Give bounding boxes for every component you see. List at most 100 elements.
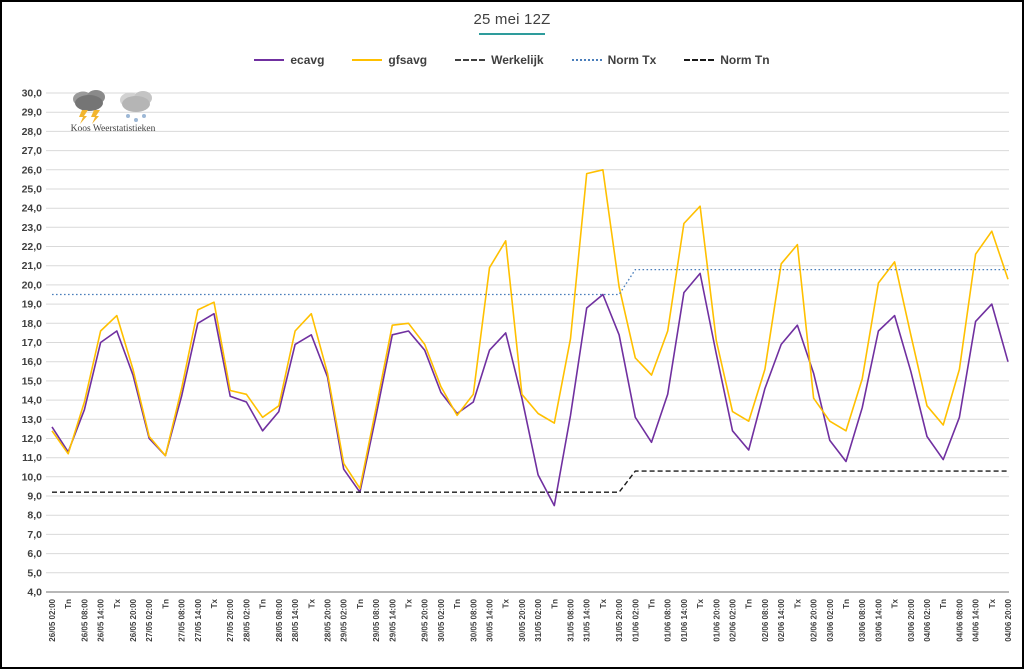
- series-ecavg: [51, 272, 1009, 507]
- storm-cloud-icon: [72, 90, 105, 124]
- y-axis-label: 28,0: [22, 126, 43, 138]
- y-axis-label: 12,0: [22, 433, 43, 445]
- legend-item-werkelijk: Werkelijk: [455, 53, 544, 67]
- y-axis-label: 17,0: [22, 337, 43, 349]
- x-axis-label: 29/05 14:00: [388, 598, 397, 641]
- x-axis-label: Tn: [259, 599, 268, 609]
- x-axis-label: 04/06 08:00: [955, 598, 964, 641]
- x-axis-label: Tx: [988, 598, 997, 608]
- x-axis-label: 30/05 02:00: [437, 598, 446, 641]
- legend-line-sample: [684, 59, 715, 61]
- x-axis-label: 30/05 20:00: [518, 598, 527, 641]
- y-axis-label: 22,0: [22, 241, 43, 253]
- x-axis-label: Tx: [113, 598, 122, 608]
- y-axis-label: 30,0: [22, 88, 43, 100]
- x-axis-label: 03/06 08:00: [858, 598, 867, 641]
- x-axis-label: 31/05 14:00: [583, 598, 592, 641]
- series-norm-tx: [52, 268, 1008, 296]
- y-axis-label: 16,0: [22, 356, 43, 368]
- x-axis-label: Tx: [793, 598, 802, 608]
- legend-label: gfsavg: [388, 53, 428, 67]
- logo-icons: [56, 86, 170, 124]
- x-axis-label: Tn: [745, 599, 754, 609]
- x-axis-label: 27/05 08:00: [178, 598, 187, 641]
- y-axis-label: 7,0: [27, 529, 42, 541]
- x-axis-label: Tn: [939, 599, 948, 609]
- legend-line-sample: [455, 59, 486, 61]
- x-axis-label: 31/05 02:00: [534, 598, 543, 641]
- x-axis-label: 01/06 02:00: [631, 598, 640, 641]
- x-axis-label: Tx: [599, 598, 608, 608]
- y-axis-label: 4,0: [27, 587, 42, 599]
- x-axis-label: 26/05 14:00: [97, 598, 106, 641]
- x-axis-label: Tx: [502, 598, 511, 608]
- y-axis-label: 8,0: [27, 510, 42, 522]
- x-axis-label: 04/06 20:00: [1004, 598, 1013, 641]
- x-axis-label: 03/06 20:00: [907, 598, 916, 641]
- y-axis-label: 13,0: [22, 414, 43, 426]
- logo-label: Koos Weerstatistieken: [70, 124, 156, 134]
- x-axis-label: 26/05 08:00: [80, 598, 89, 641]
- x-axis-label: 28/05 14:00: [291, 598, 300, 641]
- x-axis-label: Tx: [405, 598, 414, 608]
- legend-item-norm-tx: Norm Tx: [571, 53, 657, 67]
- y-axis-label: 10,0: [22, 471, 43, 483]
- x-axis-label: Tx: [210, 598, 219, 608]
- x-axis-label: Tn: [648, 599, 657, 609]
- y-axis-label: 24,0: [22, 203, 43, 215]
- x-axis-label: 31/05 20:00: [615, 598, 624, 641]
- x-axis-label: 29/05 20:00: [421, 598, 430, 641]
- title-underline: [479, 33, 545, 35]
- legend-item-norm-tn: Norm Tn: [684, 53, 770, 67]
- y-axis-label: 23,0: [22, 222, 43, 234]
- y-axis-label: 20,0: [22, 279, 43, 291]
- x-axis-label: Tn: [356, 599, 365, 609]
- x-axis-label: 01/06 08:00: [664, 598, 673, 641]
- x-axis-label: Tx: [891, 598, 900, 608]
- x-axis-label: 27/05 02:00: [145, 598, 154, 641]
- x-axis-label: 27/05 14:00: [194, 598, 203, 641]
- x-axis-label: 27/05 20:00: [226, 598, 235, 641]
- x-axis-label: 26/05 20:00: [129, 598, 138, 641]
- x-axis-label: 31/05 08:00: [567, 598, 576, 641]
- y-axis-label: 6,0: [27, 548, 42, 560]
- x-axis-label: 03/06 14:00: [874, 598, 883, 641]
- x-axis-label: Tn: [161, 599, 170, 609]
- y-axis-label: 15,0: [22, 375, 43, 387]
- y-axis-label: 25,0: [22, 184, 43, 196]
- y-axis-label: 14,0: [22, 395, 43, 407]
- x-axis-label: 28/05 02:00: [242, 598, 251, 641]
- x-axis-label: Tx: [307, 598, 316, 608]
- x-axis-label: 01/06 20:00: [712, 598, 721, 641]
- x-axis-label: Tn: [64, 599, 73, 609]
- x-axis-label: 28/05 20:00: [324, 598, 333, 641]
- x-axis-label: 26/05 02:00: [48, 598, 57, 641]
- legend-label: Norm Tn: [720, 53, 770, 67]
- series-norm-tn: [52, 470, 1008, 493]
- x-axis-label: 02/06 20:00: [810, 598, 819, 641]
- x-axis-label: 02/06 02:00: [729, 598, 738, 641]
- y-axis-label: 26,0: [22, 164, 43, 176]
- x-axis-label: 30/05 08:00: [469, 598, 478, 641]
- legend-item-gfsavg: gfsavg: [352, 53, 427, 67]
- snow-cloud-icon: [119, 91, 152, 122]
- legend-line-sample: [352, 59, 383, 61]
- x-axis-label: 29/05 02:00: [340, 598, 349, 641]
- x-axis-label: 29/05 08:00: [372, 598, 381, 641]
- y-axis-label: 27,0: [22, 145, 43, 157]
- legend: ecavg gfsavg Werkelijk Norm Tx Norm Tn: [2, 53, 1022, 67]
- legend-label: ecavg: [290, 53, 325, 67]
- legend-item-ecavg: ecavg: [254, 53, 324, 67]
- legend-line-sample: [254, 59, 285, 61]
- x-axis-label: Tn: [842, 599, 851, 609]
- x-axis-label: Tn: [453, 599, 462, 609]
- legend-label: Werkelijk: [491, 53, 544, 67]
- y-axis-label: 21,0: [22, 260, 43, 272]
- legend-label: Norm Tx: [607, 53, 657, 67]
- x-axis-label: Tx: [696, 598, 705, 608]
- x-axis-label: 28/05 08:00: [275, 598, 284, 641]
- x-axis-label: 01/06 14:00: [680, 598, 689, 641]
- x-axis-label: 30/05 14:00: [486, 598, 495, 641]
